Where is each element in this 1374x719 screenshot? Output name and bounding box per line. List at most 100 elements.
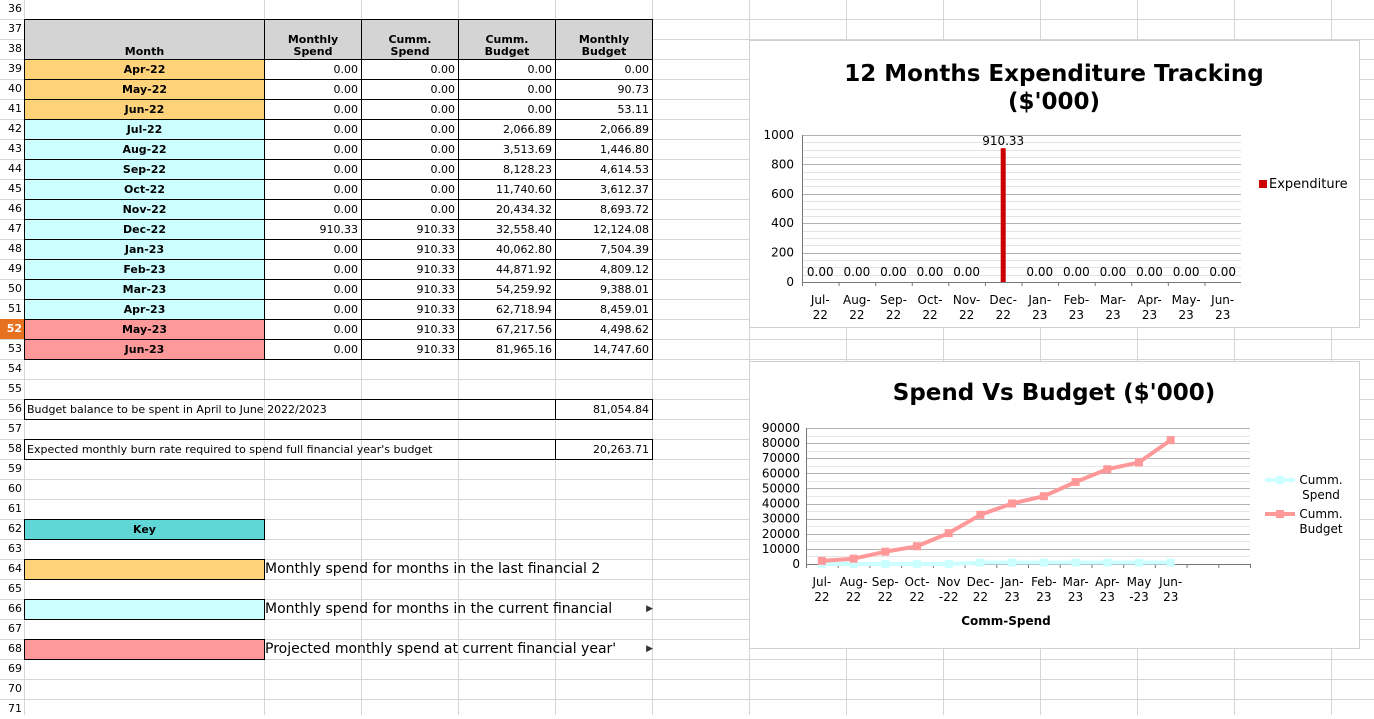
monthly-budget-cell[interactable]: 12,124.08 <box>555 219 653 240</box>
cumm-spend-cell[interactable]: 910.33 <box>361 299 459 320</box>
monthly-spend-cell[interactable]: 0.00 <box>264 199 362 220</box>
cumm-spend-cell[interactable]: 0.00 <box>361 99 459 120</box>
cumm-budget-cell[interactable]: 20,434.32 <box>458 199 556 220</box>
monthly-budget-cell[interactable]: 90.73 <box>555 79 653 100</box>
cumm-budget-cell[interactable]: 3,513.69 <box>458 139 556 160</box>
row-header[interactable]: 66 <box>8 602 22 615</box>
cumm-budget-cell[interactable]: 40,062.80 <box>458 239 556 260</box>
key-description[interactable]: Monthly spend for months in the current … <box>265 601 653 617</box>
cumm-spend-cell[interactable]: 0.00 <box>361 119 459 140</box>
cumm-spend-cell[interactable]: 0.00 <box>361 159 459 180</box>
monthly-budget-cell[interactable]: 9,388.01 <box>555 279 653 300</box>
monthly-spend-cell[interactable]: 0.00 <box>264 239 362 260</box>
monthly-budget-cell[interactable]: 2,066.89 <box>555 119 653 140</box>
key-swatch-cell[interactable] <box>24 599 265 620</box>
monthly-budget-cell[interactable]: 7,504.39 <box>555 239 653 260</box>
row-header[interactable]: 58 <box>8 442 22 455</box>
month-cell[interactable]: Jul-22 <box>24 119 265 140</box>
month-cell[interactable]: Jun-23 <box>24 339 265 360</box>
header-cumm-spend[interactable]: Cumm. Spend <box>361 19 459 60</box>
monthly-budget-cell[interactable]: 4,614.53 <box>555 159 653 180</box>
row-header[interactable]: 53 <box>8 342 22 355</box>
row-header[interactable]: 51 <box>8 302 22 315</box>
row-header[interactable]: 60 <box>8 482 22 495</box>
monthly-spend-cell[interactable]: 0.00 <box>264 99 362 120</box>
monthly-budget-cell[interactable]: 14,747.60 <box>555 339 653 360</box>
row-header[interactable]: 64 <box>8 562 22 575</box>
row-header[interactable]: 38 <box>8 42 22 55</box>
row-header[interactable]: 54 <box>8 362 22 375</box>
row-header[interactable]: 37 <box>8 22 22 35</box>
row-header[interactable]: 62 <box>8 522 22 535</box>
row-header[interactable]: 39 <box>8 62 22 75</box>
cumm-budget-cell[interactable]: 8,128.23 <box>458 159 556 180</box>
burn-label-cell[interactable]: Expected monthly burn rate required to s… <box>24 439 556 460</box>
row-header[interactable]: 67 <box>8 622 22 635</box>
month-cell[interactable]: Sep-22 <box>24 159 265 180</box>
expenditure-bar-chart[interactable]: 12 Months Expenditure Tracking ($'000) 0 20… <box>749 40 1360 328</box>
row-header[interactable]: 48 <box>8 242 22 255</box>
cumm-budget-cell[interactable]: 44,871.92 <box>458 259 556 280</box>
row-header[interactable]: 45 <box>8 182 22 195</box>
month-cell[interactable]: Aug-22 <box>24 139 265 160</box>
cumm-spend-cell[interactable]: 0.00 <box>361 139 459 160</box>
month-cell[interactable]: May-23 <box>24 319 265 340</box>
monthly-budget-cell[interactable]: 1,446.80 <box>555 139 653 160</box>
row-header[interactable]: 42 <box>8 122 22 135</box>
cumm-budget-cell[interactable]: 54,259.92 <box>458 279 556 300</box>
cumm-spend-cell[interactable]: 910.33 <box>361 279 459 300</box>
header-monthly-spend[interactable]: Monthly Spend <box>264 19 362 60</box>
cumm-spend-cell[interactable]: 910.33 <box>361 219 459 240</box>
cumm-budget-cell[interactable]: 0.00 <box>458 99 556 120</box>
cumm-budget-cell[interactable]: 2,066.89 <box>458 119 556 140</box>
row-header[interactable]: 59 <box>8 462 22 475</box>
monthly-budget-cell[interactable]: 4,809.12 <box>555 259 653 280</box>
cumm-budget-cell[interactable]: 67,217.56 <box>458 319 556 340</box>
cumm-spend-cell[interactable]: 0.00 <box>361 79 459 100</box>
burn-value-cell[interactable]: 20,263.71 <box>555 439 653 460</box>
monthly-spend-cell[interactable]: 0.00 <box>264 139 362 160</box>
row-header[interactable]: 70 <box>8 682 22 695</box>
month-cell[interactable]: Apr-22 <box>24 59 265 80</box>
month-cell[interactable]: Oct-22 <box>24 179 265 200</box>
key-swatch-cell[interactable] <box>24 639 265 660</box>
key-header-cell[interactable]: Key <box>24 519 265 540</box>
cumm-budget-cell[interactable]: 62,718.94 <box>458 299 556 320</box>
monthly-spend-cell[interactable]: 0.00 <box>264 179 362 200</box>
row-header[interactable]: 44 <box>8 162 22 175</box>
row-header[interactable]: 69 <box>8 662 22 675</box>
cumm-budget-cell[interactable]: 0.00 <box>458 79 556 100</box>
row-header[interactable]: 50 <box>8 282 22 295</box>
row-header[interactable]: 65 <box>8 582 22 595</box>
month-cell[interactable]: Feb-23 <box>24 259 265 280</box>
row-header[interactable]: 36 <box>8 2 22 15</box>
cumm-spend-cell[interactable]: 910.33 <box>361 319 459 340</box>
monthly-spend-cell[interactable]: 0.00 <box>264 159 362 180</box>
row-header[interactable]: 40 <box>8 82 22 95</box>
spend-vs-budget-chart[interactable]: Spend Vs Budget ($'000) 0 10000 20000 30000 4… <box>749 361 1360 649</box>
monthly-spend-cell[interactable]: 910.33 <box>264 219 362 240</box>
balance-value-cell[interactable]: 81,054.84 <box>555 399 653 420</box>
cumm-spend-cell[interactable]: 0.00 <box>361 199 459 220</box>
cumm-spend-cell[interactable]: 0.00 <box>361 179 459 200</box>
row-header[interactable]: 61 <box>8 502 22 515</box>
monthly-spend-cell[interactable]: 0.00 <box>264 319 362 340</box>
row-header[interactable]: 71 <box>8 702 22 715</box>
month-header[interactable]: Month <box>24 19 265 60</box>
monthly-budget-cell[interactable]: 3,612.37 <box>555 179 653 200</box>
header-cumm-budget[interactable]: Cumm. Budget <box>458 19 556 60</box>
row-header[interactable]: 52 <box>0 319 24 339</box>
month-cell[interactable]: Dec-22 <box>24 219 265 240</box>
cumm-budget-cell[interactable]: 0.00 <box>458 59 556 80</box>
key-swatch-cell[interactable] <box>24 559 265 580</box>
key-description[interactable]: Projected monthly spend at current finan… <box>265 641 653 657</box>
monthly-budget-cell[interactable]: 8,459.01 <box>555 299 653 320</box>
month-cell[interactable]: Apr-23 <box>24 299 265 320</box>
cumm-spend-cell[interactable]: 910.33 <box>361 239 459 260</box>
row-header[interactable]: 43 <box>8 142 22 155</box>
key-description[interactable]: Monthly spend for months in the last fin… <box>265 561 601 577</box>
monthly-spend-cell[interactable]: 0.00 <box>264 79 362 100</box>
row-header[interactable]: 63 <box>8 542 22 555</box>
cumm-budget-cell[interactable]: 32,558.40 <box>458 219 556 240</box>
row-header[interactable]: 47 <box>8 222 22 235</box>
